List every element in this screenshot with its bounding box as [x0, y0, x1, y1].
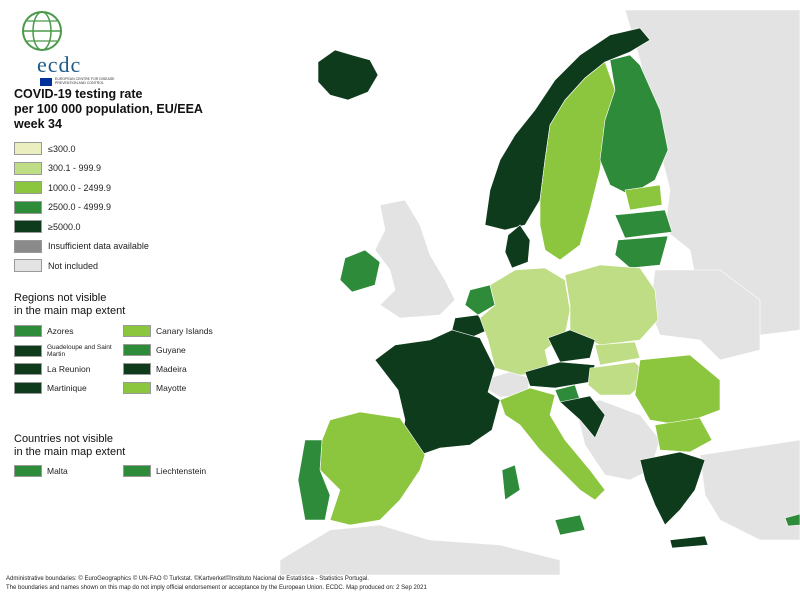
legend-label: ≤300.0 — [48, 143, 76, 154]
item-swatch — [14, 325, 42, 337]
map-region-poland — [564, 264, 659, 346]
map-region-iceland — [317, 49, 379, 101]
logo-wordmark: ecdc — [37, 52, 82, 77]
eu-flag-icon — [40, 78, 52, 86]
legend-swatch — [14, 200, 42, 214]
country-item: Liechtenstein — [123, 465, 206, 477]
map-region-lithuania — [614, 235, 669, 269]
legend-label: 1000.0 - 2499.9 — [48, 182, 112, 193]
map-region-netherlands — [464, 284, 496, 316]
item-swatch — [123, 363, 151, 375]
legend-row: 2500.0 - 4999.9 — [14, 198, 149, 218]
map-region-slovakia — [594, 341, 641, 366]
item-label: Malta — [47, 466, 68, 476]
legend-swatch — [14, 181, 42, 195]
map-region-africa — [279, 524, 561, 576]
map-region-hungary — [587, 361, 651, 396]
item-label: Liechtenstein — [156, 466, 207, 476]
title-line-3: week 34 — [14, 117, 62, 131]
legend-label: 2500.0 - 4999.9 — [48, 202, 112, 213]
legend-label: ≥5000.0 — [48, 221, 81, 232]
item-label: La Reunion — [47, 364, 91, 374]
map-region-denmark — [504, 224, 531, 269]
legend-label: Insufficient data available — [48, 241, 149, 252]
legend-row: ≥5000.0 — [14, 217, 149, 237]
regions-title-line-2: in the main map extent — [14, 305, 126, 317]
map-region-portugal — [297, 439, 331, 521]
globe-icon — [22, 11, 62, 51]
item-label: Madeira — [156, 364, 187, 374]
legend-row: ≤300.0 — [14, 139, 149, 159]
map-region-germany — [479, 267, 571, 376]
map-region-latvia — [614, 209, 673, 239]
ecdc-logo: ecdc EUROPEAN CENTRE FOR DISEASE PREVENT… — [12, 10, 122, 86]
map-region-romania — [634, 354, 721, 426]
item-swatch — [14, 345, 42, 357]
map-region-ireland — [339, 249, 381, 293]
map-region-greece — [639, 451, 706, 526]
regions-section-title: Regions not visible in the main map exte… — [14, 292, 125, 318]
map-region-belgium — [451, 314, 489, 339]
region-item: La Reunion — [14, 363, 90, 375]
footer-credits: Administrative boundaries: © EuroGeograp… — [6, 575, 796, 593]
map-region-italy — [499, 387, 606, 501]
item-swatch — [123, 465, 151, 477]
countries-title-line-1: Countries not visible — [14, 433, 114, 445]
legend-row: Not included — [14, 256, 149, 276]
map-region-estonia — [624, 184, 663, 211]
item-label: Azores — [47, 326, 74, 336]
footer-line-2: The boundaries and names shown on this m… — [6, 585, 427, 591]
logo-subtext: EUROPEAN CENTRE FOR DISEASE PREVENTION A… — [55, 77, 115, 85]
region-item: Canary Islands — [123, 325, 213, 337]
title-line-2: per 100 000 population, EU/EEA — [14, 102, 203, 116]
item-label: Mayotte — [156, 383, 187, 393]
item-swatch — [14, 382, 42, 394]
map-region-croatia — [559, 395, 606, 439]
legend-swatch — [14, 142, 42, 156]
legend-label: 300.1 - 999.9 — [48, 163, 102, 174]
country-item: Malta — [14, 465, 68, 477]
map-region-sicily — [554, 514, 586, 536]
legend-label: Not included — [48, 260, 99, 271]
map-region-sardinia — [501, 464, 521, 501]
item-swatch — [123, 344, 151, 356]
item-label: Canary Islands — [156, 326, 213, 336]
legend-row: Insufficient data available — [14, 237, 149, 257]
legend: ≤300.0 300.1 - 999.9 1000.0 - 2499.9 2500.0… — [14, 139, 149, 276]
region-item: Mayotte — [123, 382, 186, 394]
legend-swatch — [14, 259, 42, 273]
legend-swatch — [14, 161, 42, 175]
region-item: Martinique — [14, 382, 87, 394]
map-region-czechia — [547, 329, 596, 363]
legend-swatch — [14, 239, 42, 253]
map-region-france — [374, 329, 501, 456]
item-swatch — [14, 363, 42, 375]
item-label: Martinique — [47, 383, 87, 393]
item-swatch — [14, 465, 42, 477]
map-region-bulgaria — [654, 417, 713, 453]
countries-title-line-2: in the main map extent — [14, 446, 126, 458]
region-item: Guyane — [123, 344, 186, 356]
region-item: Guadeloupe and Saint Martin — [14, 344, 117, 358]
countries-section-title: Countries not visible in the main map ex… — [14, 433, 125, 459]
region-item: Madeira — [123, 363, 187, 375]
legend-row: 1000.0 - 2499.9 — [14, 178, 149, 198]
item-swatch — [123, 325, 151, 337]
map-region-cyprus — [784, 513, 800, 527]
map-region-crete — [669, 535, 709, 549]
legend-swatch — [14, 220, 42, 234]
map-region-uk — [374, 199, 456, 319]
region-item: Azores — [14, 325, 73, 337]
footer-line-1: Administrative boundaries: © EuroGeograp… — [6, 576, 369, 582]
title-line-1: COVID-19 testing rate — [14, 87, 143, 101]
item-label: Guyane — [156, 345, 186, 355]
item-swatch — [123, 382, 151, 394]
item-label: Guadeloupe and Saint Martin — [47, 344, 112, 358]
regions-title-line-1: Regions not visible — [14, 292, 107, 304]
map-title: COVID-19 testing rate per 100 000 popula… — [14, 87, 203, 132]
map-region-turkey — [699, 439, 800, 541]
legend-row: 300.1 - 999.9 — [14, 159, 149, 179]
